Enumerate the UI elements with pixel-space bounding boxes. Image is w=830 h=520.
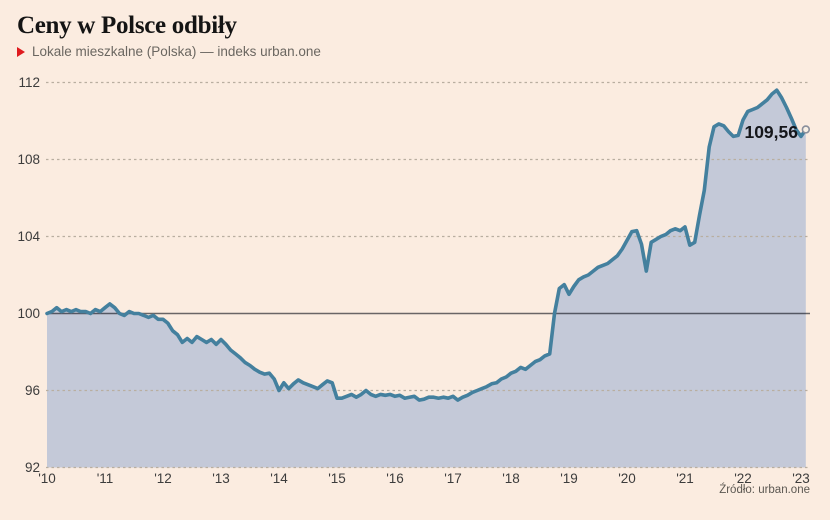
x-axis-label: '17 [444,471,462,486]
x-axis-label: '13 [212,471,230,486]
price-area [47,90,806,468]
x-axis-label: '10 [38,471,56,486]
x-axis-label: '14 [270,471,288,486]
x-axis-label: '20 [618,471,636,486]
legend-series-label: Lokale mieszkalne (Polska) — indeks urba… [32,44,321,59]
y-axis-label: 96 [25,383,40,398]
legend-triangle-icon [17,46,25,57]
last-value-label: 109,56 [744,122,798,142]
x-axis-label: '22 [734,471,752,486]
chart-legend: Lokale mieszkalne (Polska) — indeks urba… [17,45,321,59]
y-axis-label: 100 [17,306,40,321]
x-axis-label: '12 [154,471,172,486]
source-credit: Źródło: urban.one [719,484,810,496]
y-axis-label: 112 [18,75,40,90]
y-axis-label: 104 [17,229,40,244]
x-axis-label: '18 [502,471,520,486]
y-axis-label: 108 [17,152,40,167]
x-axis-label: '15 [328,471,346,486]
y-axis-label: 92 [25,460,40,475]
x-axis-label: '21 [676,471,694,486]
last-point-marker [801,125,811,134]
x-axis-label: '19 [560,471,578,486]
chart-title: Ceny w Polsce odbiły [17,12,237,39]
price-line [45,88,808,402]
x-axis-label: '23 [792,471,810,486]
price-index-chart: 92 96 100 104 108 112 '10 '11 '12 '13 '14 '15 '16 '17… [17,75,811,486]
x-axis-label: '16 [386,471,404,486]
x-axis-label: '11 [97,471,114,486]
